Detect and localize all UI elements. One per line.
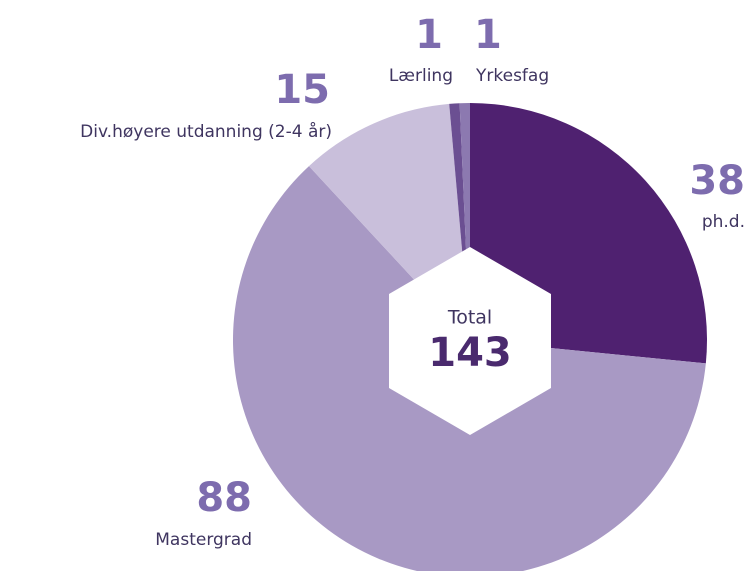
category-label: Mastergrad bbox=[155, 530, 252, 550]
value-label: 15 bbox=[274, 67, 330, 113]
category-label: Lærling bbox=[389, 66, 453, 86]
total-label: Total bbox=[447, 307, 492, 329]
category-label: ph.d. bbox=[702, 212, 745, 232]
value-label: 88 bbox=[196, 475, 252, 521]
value-label: 38 bbox=[689, 158, 745, 204]
value-label: 1 bbox=[415, 12, 443, 58]
total-value: 143 bbox=[428, 330, 512, 376]
center-hexagon bbox=[389, 247, 551, 435]
value-label: 1 bbox=[474, 12, 502, 58]
category-label: Yrkesfag bbox=[475, 66, 549, 86]
category-label: Div.høyere utdanning (2-4 år) bbox=[80, 121, 332, 142]
